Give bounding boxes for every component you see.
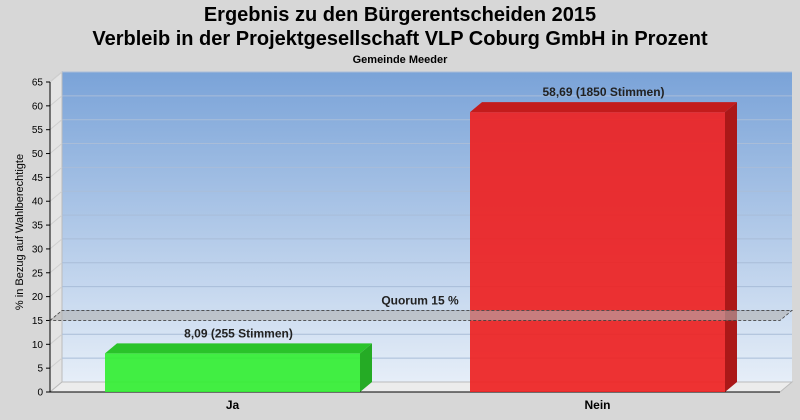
gridline-side: [49, 333, 63, 345]
data-label-nein: 58,69 (1850 Stimmen): [542, 85, 664, 99]
y-tick-label: 60: [32, 101, 44, 112]
bar-side-ja: [360, 343, 372, 392]
y-tick-label: 65: [32, 78, 44, 89]
quorum-label: Quorum 15 %: [381, 293, 459, 307]
gridline-side: [49, 167, 63, 178]
gridline-side: [49, 95, 63, 107]
chart-caption: Gemeinde Meeder: [352, 54, 448, 66]
category-label-nein: Nein: [584, 398, 610, 412]
y-tick-label: 45: [32, 173, 44, 184]
chart-subtitle: Verbleib in der Projektgesellschaft VLP …: [92, 28, 708, 50]
y-tick-label: 15: [32, 316, 44, 327]
gridline-side: [49, 238, 63, 250]
y-tick-label: 20: [32, 292, 44, 303]
chart-title: Ergebnis zu den Bürgerentscheiden 2015: [203, 4, 597, 26]
gridline-side: [49, 357, 63, 369]
gridline-side: [49, 262, 63, 274]
plot-side-wall: [49, 70, 63, 394]
y-axis-label: % in Bezug auf Wahlberechtigte: [14, 154, 26, 310]
y-tick-label: 55: [32, 125, 44, 136]
y-tick-label: 40: [32, 197, 44, 208]
category-label-ja: Ja: [226, 398, 240, 412]
y-tick-label: 25: [32, 268, 44, 279]
quorum-threshold-band: [48, 310, 794, 321]
data-label-ja: 8,09 (255 Stimmen): [184, 326, 293, 340]
y-tick-label: 10: [32, 340, 44, 351]
gridline-side: [49, 214, 63, 226]
gridline-side: [49, 143, 63, 154]
gridline-side: [49, 286, 63, 297]
gridline-side: [49, 190, 63, 202]
gridline-side: [49, 119, 63, 131]
y-tick-label: 30: [32, 244, 44, 255]
bar-side-nein: [725, 102, 737, 393]
y-tick-label: 5: [37, 364, 43, 375]
bar-top-nein: [470, 102, 737, 113]
gridline-side: [49, 71, 63, 83]
y-tick-label: 0: [37, 388, 43, 399]
y-tick-label: 35: [32, 221, 44, 232]
bar-nein[interactable]: [470, 112, 725, 393]
y-tick-label: 50: [32, 149, 44, 160]
bar-ja[interactable]: [105, 353, 360, 392]
bar-top-ja: [105, 343, 372, 354]
